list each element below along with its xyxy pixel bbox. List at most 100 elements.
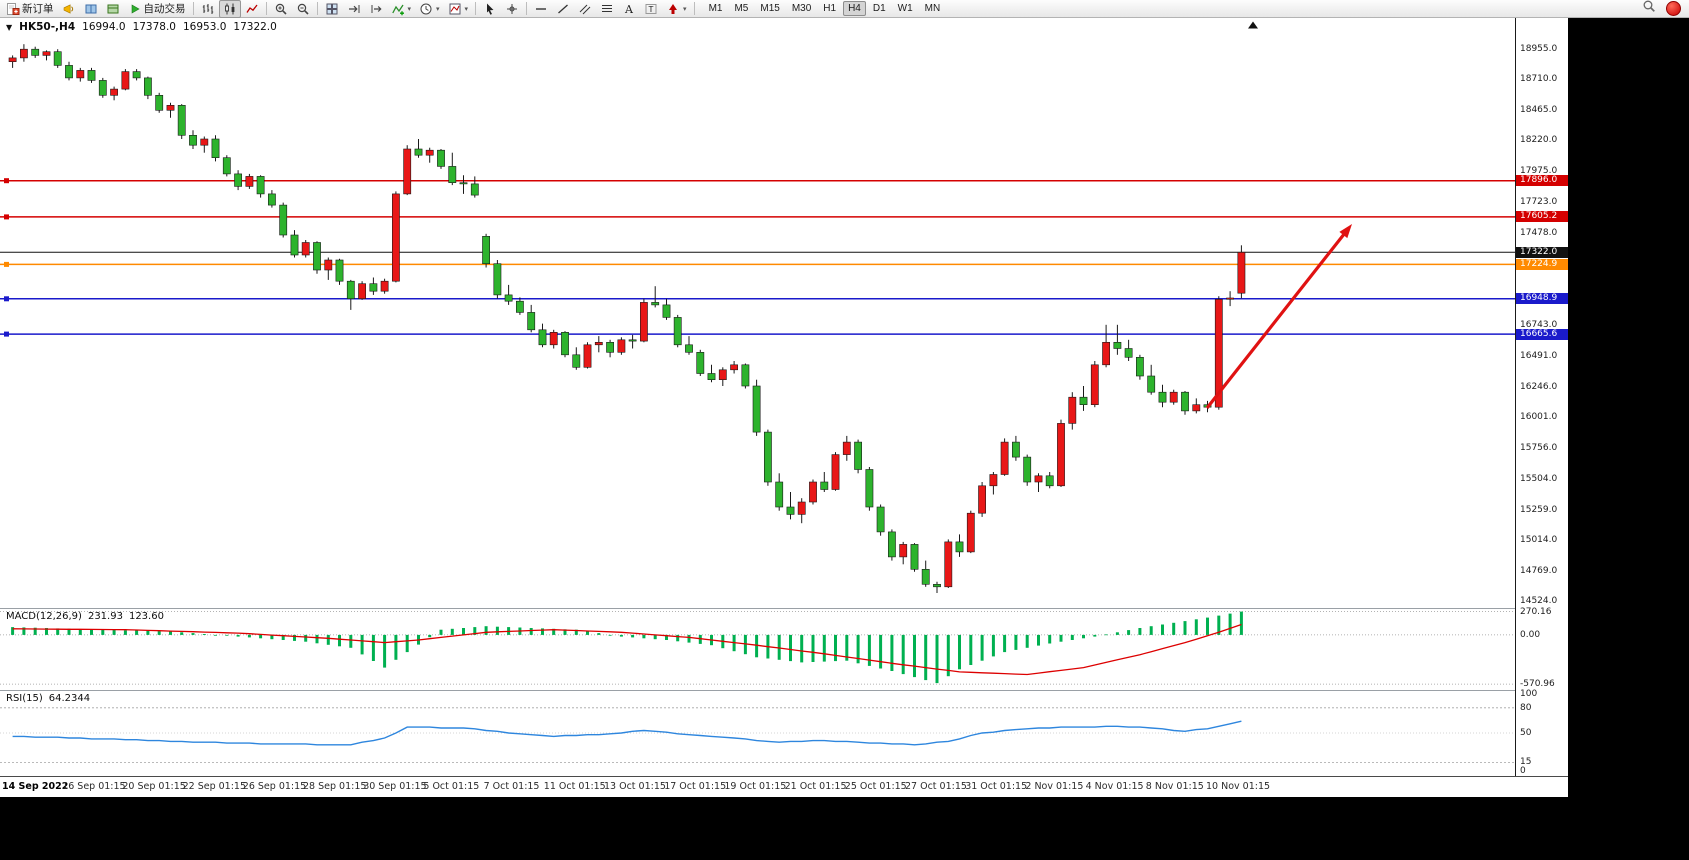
price-tick-label: 17723.0 (1520, 197, 1558, 208)
time-axis-label: 21 Oct 01:15 (784, 781, 847, 792)
workspace-background-right (1568, 18, 1689, 860)
zoom-in-button[interactable] (270, 0, 292, 18)
auto-scroll-button[interactable] (343, 0, 365, 18)
price-tick-label: 16491.0 (1520, 350, 1558, 361)
price-axis[interactable]: 18955.0 18710.0 18465.0 18220.0 17975.0 17723… (1516, 18, 1568, 776)
time-axis[interactable]: 14 Sep 2022 16 Sep 01:15 20 Sep 01:15 22 Se… (0, 776, 1568, 797)
chart-shift-button[interactable] (365, 0, 387, 18)
rsi-axis-label: 50 (1520, 728, 1532, 738)
panel-separator[interactable] (0, 608, 1568, 609)
text-button[interactable]: A (618, 0, 640, 18)
rsi-axis-label: 100 (1520, 689, 1538, 699)
timeframe-m5-button[interactable]: M5 (734, 3, 749, 14)
price-chart-canvas[interactable] (0, 18, 1515, 608)
macd-axis-label: -570.96 (1520, 679, 1555, 690)
periods-button[interactable]: ▾ (415, 0, 444, 18)
horizontal-line-button[interactable] (530, 0, 552, 18)
main-toolbar: 新订单 自动交易 ▾ ▾ ▾ A T ▾ M1 M5 M15 M30 H1 H4 D1 W1 MN (0, 0, 1689, 18)
rsi-panel: RSI(15) 64.2344 (0, 691, 1515, 775)
macd-canvas[interactable] (0, 609, 1515, 690)
timeframe-h1-button[interactable]: H1 (823, 3, 837, 14)
tile-windows-button[interactable] (321, 0, 343, 18)
price-tick-label: 18955.0 (1520, 43, 1558, 54)
rsi-axis-label: 80 (1520, 702, 1532, 713)
pivot-line-17224[interactable] (0, 261, 1515, 267)
time-axis-label: 10 Nov 01:15 (1206, 781, 1271, 792)
terminal-icon (106, 2, 120, 16)
price-tick-label: 16743.0 (1520, 319, 1558, 330)
dropdown-arrow-icon: ▾ (407, 5, 412, 13)
bar-chart-button[interactable] (197, 0, 219, 18)
macd-name: MACD(12,26,9) (6, 611, 82, 622)
time-axis-label: 11 Oct 01:15 (543, 781, 606, 792)
trendline-button[interactable] (552, 0, 574, 18)
candle-chart-button[interactable] (218, 0, 241, 18)
rsi-value: 64.2344 (48, 693, 91, 704)
cursor-icon (483, 2, 497, 16)
rsi-axis-label: 15 (1520, 757, 1532, 768)
timeframe-h4-button[interactable]: H4 (843, 1, 866, 16)
price-tick-label: 18465.0 (1520, 104, 1558, 115)
hline-icon (534, 2, 548, 16)
resistance-line-17896[interactable] (0, 178, 1515, 184)
indicators-button[interactable]: ▾ (387, 0, 416, 18)
megaphone-icon (62, 2, 76, 16)
text-label-button[interactable]: T (640, 0, 662, 18)
chart-open-value: 16994.0 (82, 21, 126, 33)
time-axis-label: 31 Oct 01:15 (965, 781, 1028, 792)
time-axis-label: 30 Sep 01:15 (363, 781, 427, 792)
auto-trading-button[interactable]: 自动交易 (124, 0, 190, 18)
fibonacci-button[interactable] (596, 0, 618, 18)
text-icon: A (622, 2, 636, 16)
equidistant-channel-button[interactable] (574, 0, 596, 18)
bar-chart-icon (201, 2, 215, 16)
trend-arrow-annotation[interactable] (1205, 224, 1352, 409)
workspace-background-bottom (0, 797, 1689, 860)
auto-trading-label: 自动交易 (143, 3, 186, 15)
time-axis-label: 2 Nov 01:15 (1025, 781, 1084, 792)
price-tick-label: 16246.0 (1520, 381, 1558, 392)
new-order-button[interactable]: 新订单 (2, 0, 58, 18)
indicators-icon (391, 2, 405, 16)
market-depth-button[interactable] (80, 0, 102, 18)
timeframe-d1-button[interactable]: D1 (872, 3, 886, 14)
trendline-icon (556, 2, 570, 16)
price-tick-label: 15504.0 (1520, 474, 1558, 484)
alerts-button[interactable] (58, 0, 80, 18)
svg-text:T: T (648, 4, 653, 14)
rsi-canvas[interactable] (0, 691, 1515, 775)
dropdown-arrow-icon: ▾ (464, 5, 469, 13)
channel-icon (578, 2, 592, 16)
candle-wicks (12, 44, 1242, 593)
notification-badge[interactable] (1666, 1, 1681, 16)
macd-signal-value: 123.60 (128, 611, 164, 622)
resistance-line-17605[interactable] (0, 214, 1515, 220)
chart-shift-marker[interactable] (1248, 21, 1258, 29)
support-line-16948[interactable] (0, 296, 1515, 302)
price-axis-separator (1515, 18, 1516, 776)
timeframe-w1-button[interactable]: W1 (897, 3, 913, 14)
search-icon[interactable] (1642, 0, 1656, 18)
data-window-button[interactable] (102, 0, 124, 18)
arrows-button[interactable]: ▾ (662, 0, 691, 18)
time-axis-label: 17 Oct 01:15 (664, 781, 727, 792)
crosshair-button[interactable] (501, 0, 523, 18)
chart-menu-icon[interactable]: ▼ (6, 22, 13, 32)
time-axis-label: 22 Sep 01:15 (182, 781, 247, 792)
timeframe-m30-button[interactable]: M30 (791, 3, 812, 14)
time-axis-label: 4 Nov 01:15 (1085, 781, 1144, 792)
pivot-line-17224-price-badge: 17224.9 (1516, 258, 1568, 270)
zoom-out-button[interactable] (292, 0, 314, 18)
new-order-label: 新订单 (22, 3, 54, 15)
panel-separator[interactable] (0, 690, 1568, 691)
line-chart-button[interactable] (241, 0, 263, 18)
timeframe-m15-button[interactable]: M15 (760, 3, 780, 14)
cursor-button[interactable] (479, 0, 501, 18)
time-axis-label: 8 Nov 01:15 (1145, 781, 1204, 792)
timeframe-m1-button[interactable]: M1 (708, 3, 723, 14)
toolbar-separator (693, 2, 695, 15)
support-line-16665[interactable] (0, 331, 1515, 337)
timeframe-mn-button[interactable]: MN (924, 3, 941, 14)
templates-button[interactable]: ▾ (444, 0, 473, 18)
price-tick-label: 17975.0 (1520, 165, 1558, 176)
